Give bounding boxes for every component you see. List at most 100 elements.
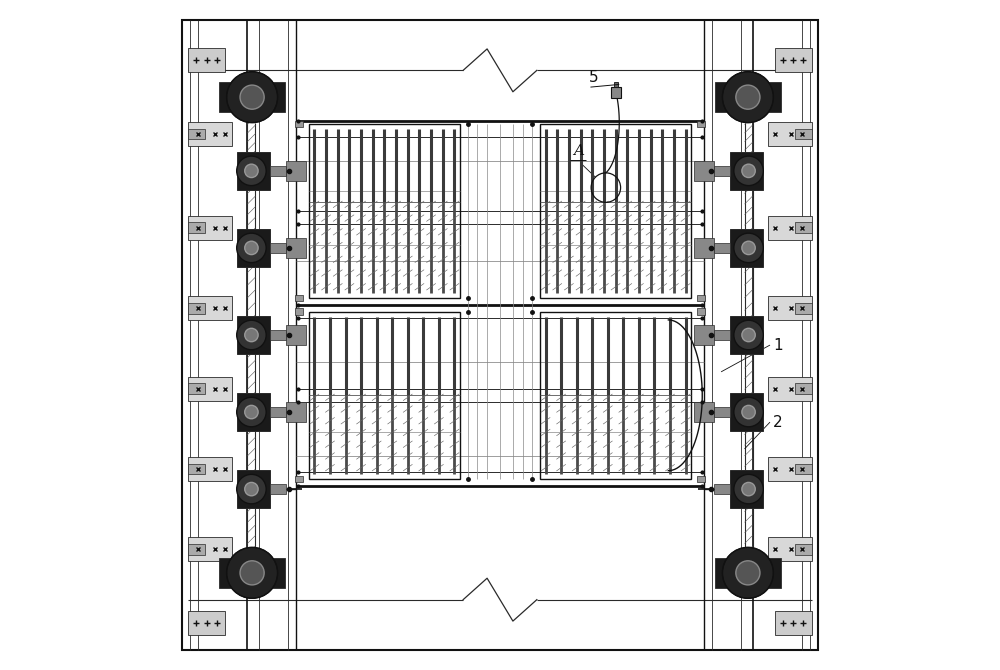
Polygon shape bbox=[697, 308, 705, 315]
Polygon shape bbox=[188, 216, 232, 240]
Polygon shape bbox=[270, 484, 286, 494]
Circle shape bbox=[245, 482, 258, 496]
Polygon shape bbox=[237, 316, 270, 354]
Polygon shape bbox=[188, 544, 205, 555]
Polygon shape bbox=[188, 464, 205, 474]
Circle shape bbox=[734, 397, 763, 427]
Polygon shape bbox=[697, 476, 705, 482]
Polygon shape bbox=[614, 82, 618, 87]
Polygon shape bbox=[715, 557, 781, 588]
Polygon shape bbox=[697, 295, 705, 302]
Text: 2: 2 bbox=[773, 415, 783, 429]
Polygon shape bbox=[730, 393, 763, 431]
Polygon shape bbox=[188, 48, 225, 72]
Polygon shape bbox=[714, 484, 730, 494]
Polygon shape bbox=[219, 557, 285, 588]
Circle shape bbox=[734, 474, 763, 504]
Circle shape bbox=[245, 241, 258, 255]
Polygon shape bbox=[237, 393, 270, 431]
Text: 5: 5 bbox=[589, 70, 599, 84]
Polygon shape bbox=[795, 222, 812, 233]
Circle shape bbox=[742, 241, 755, 255]
Polygon shape bbox=[237, 152, 270, 190]
Polygon shape bbox=[775, 611, 812, 635]
Circle shape bbox=[734, 156, 763, 186]
Polygon shape bbox=[768, 377, 812, 401]
Polygon shape bbox=[730, 470, 763, 508]
Polygon shape bbox=[714, 243, 730, 253]
Polygon shape bbox=[270, 407, 286, 417]
Circle shape bbox=[237, 474, 266, 504]
Polygon shape bbox=[611, 87, 621, 98]
Polygon shape bbox=[188, 122, 232, 146]
Polygon shape bbox=[286, 402, 306, 422]
Polygon shape bbox=[295, 121, 303, 127]
Polygon shape bbox=[715, 82, 781, 113]
Circle shape bbox=[742, 405, 755, 419]
Polygon shape bbox=[795, 303, 812, 314]
Circle shape bbox=[227, 72, 278, 123]
Circle shape bbox=[736, 85, 760, 109]
Polygon shape bbox=[270, 243, 286, 253]
Circle shape bbox=[245, 405, 258, 419]
Polygon shape bbox=[795, 383, 812, 394]
Polygon shape bbox=[188, 377, 232, 401]
Polygon shape bbox=[694, 238, 714, 258]
Polygon shape bbox=[694, 325, 714, 345]
Polygon shape bbox=[237, 470, 270, 508]
Circle shape bbox=[237, 233, 266, 263]
Circle shape bbox=[245, 164, 258, 178]
Polygon shape bbox=[188, 537, 232, 561]
Polygon shape bbox=[768, 216, 812, 240]
Polygon shape bbox=[188, 303, 205, 314]
Circle shape bbox=[240, 85, 264, 109]
Polygon shape bbox=[188, 611, 225, 635]
Polygon shape bbox=[730, 152, 763, 190]
Polygon shape bbox=[188, 129, 205, 139]
Circle shape bbox=[742, 482, 755, 496]
Polygon shape bbox=[714, 330, 730, 340]
Polygon shape bbox=[768, 537, 812, 561]
Circle shape bbox=[736, 561, 760, 585]
Polygon shape bbox=[795, 544, 812, 555]
Circle shape bbox=[237, 156, 266, 186]
Polygon shape bbox=[768, 122, 812, 146]
Circle shape bbox=[227, 547, 278, 598]
Polygon shape bbox=[188, 383, 205, 394]
Polygon shape bbox=[270, 330, 286, 340]
Circle shape bbox=[742, 164, 755, 178]
Polygon shape bbox=[188, 296, 232, 320]
Polygon shape bbox=[295, 308, 303, 315]
Polygon shape bbox=[795, 129, 812, 139]
Circle shape bbox=[245, 328, 258, 342]
Polygon shape bbox=[188, 222, 205, 233]
Polygon shape bbox=[270, 166, 286, 176]
Polygon shape bbox=[730, 316, 763, 354]
Polygon shape bbox=[768, 296, 812, 320]
Polygon shape bbox=[714, 166, 730, 176]
Circle shape bbox=[237, 397, 266, 427]
Polygon shape bbox=[188, 457, 232, 481]
Polygon shape bbox=[694, 402, 714, 422]
Circle shape bbox=[722, 72, 773, 123]
Polygon shape bbox=[237, 229, 270, 267]
Circle shape bbox=[734, 233, 763, 263]
Circle shape bbox=[237, 320, 266, 350]
Circle shape bbox=[722, 547, 773, 598]
Polygon shape bbox=[295, 476, 303, 482]
Polygon shape bbox=[286, 325, 306, 345]
Polygon shape bbox=[694, 161, 714, 181]
Polygon shape bbox=[219, 82, 285, 113]
Polygon shape bbox=[714, 407, 730, 417]
Polygon shape bbox=[286, 238, 306, 258]
Circle shape bbox=[742, 328, 755, 342]
Polygon shape bbox=[286, 161, 306, 181]
Polygon shape bbox=[730, 229, 763, 267]
Polygon shape bbox=[697, 121, 705, 127]
Circle shape bbox=[734, 320, 763, 350]
Polygon shape bbox=[295, 295, 303, 302]
Text: A: A bbox=[573, 144, 584, 157]
Polygon shape bbox=[795, 464, 812, 474]
Polygon shape bbox=[775, 48, 812, 72]
Circle shape bbox=[240, 561, 264, 585]
